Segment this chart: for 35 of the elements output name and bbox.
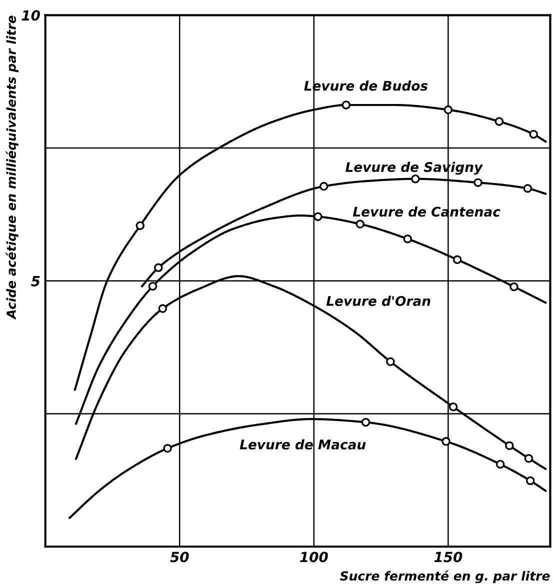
point [510, 282, 518, 292]
y-axis-title: Acide acétique en milliéquivalents par litre [6, 16, 18, 320]
y-tick-label: 10 [22, 10, 40, 21]
point [442, 437, 450, 446]
point [523, 184, 532, 193]
point [386, 357, 395, 366]
point [136, 221, 145, 230]
point [319, 182, 328, 191]
point [474, 178, 482, 187]
series-label: Levure d'Oran [326, 296, 430, 306]
point [505, 441, 514, 450]
point [356, 220, 364, 228]
point [342, 100, 351, 110]
x-axis-title: Sucre fermenté en g. par litre [340, 570, 550, 584]
point [158, 304, 168, 313]
point [163, 444, 172, 453]
y-tick-label: 5 [31, 276, 40, 286]
point [148, 282, 158, 291]
point [411, 174, 420, 184]
point [448, 402, 458, 412]
point [452, 255, 462, 264]
point [496, 460, 505, 469]
point [444, 105, 453, 114]
point [154, 263, 163, 272]
point [314, 212, 322, 221]
x-tick-label: 50 [170, 552, 189, 562]
point [403, 234, 412, 244]
x-tick-label: 100 [300, 552, 328, 562]
point [524, 454, 534, 463]
point [361, 418, 370, 427]
x-tick-label: 150 [434, 552, 462, 562]
series-label: Levure de Macau [240, 439, 366, 450]
point [494, 117, 504, 126]
point [526, 476, 535, 486]
point [529, 130, 538, 139]
